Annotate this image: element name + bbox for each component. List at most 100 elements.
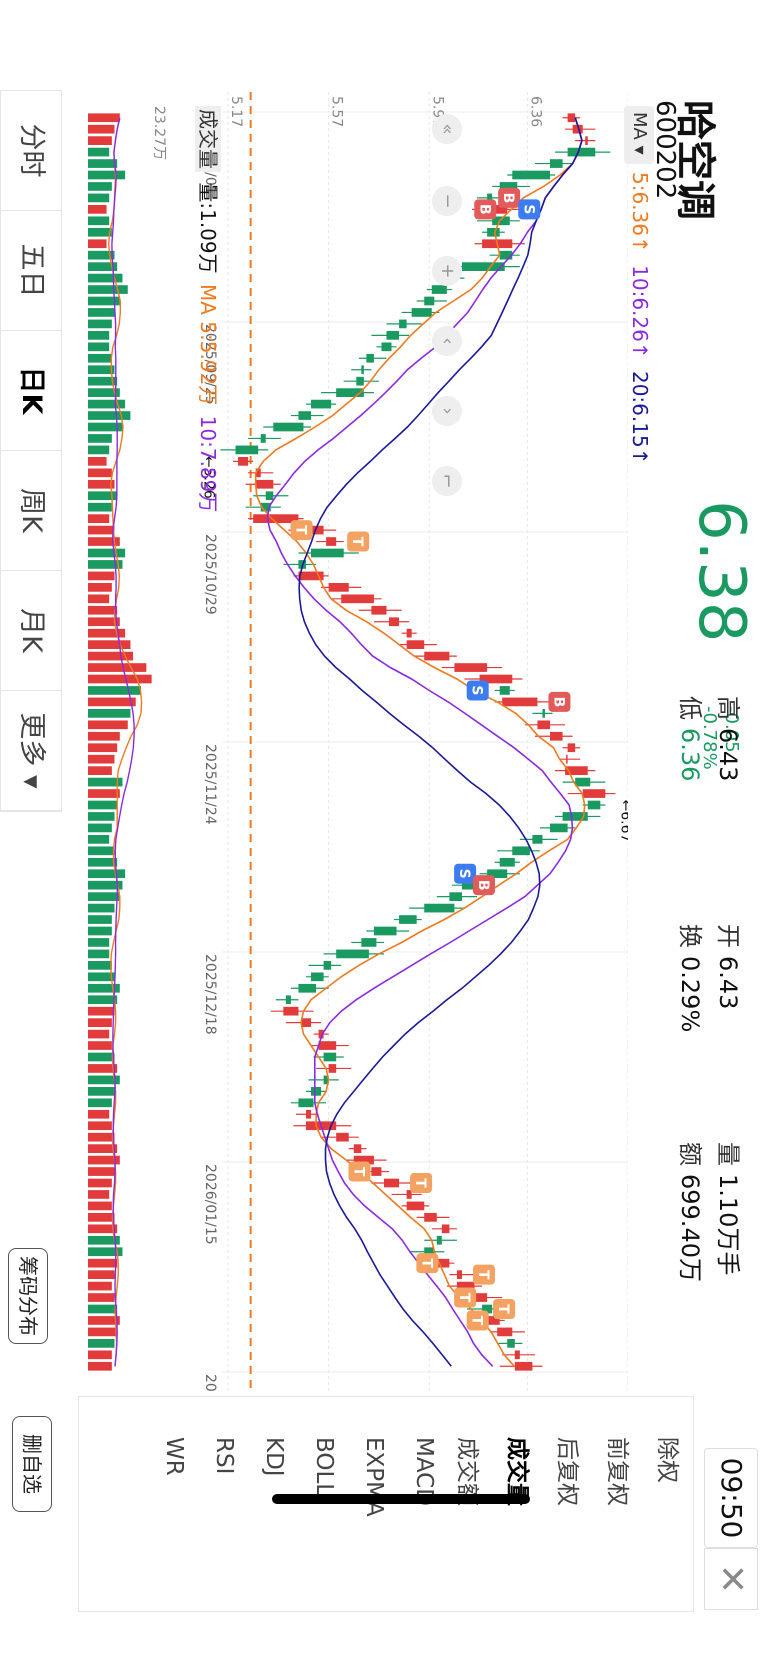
volume-bar [88,766,112,775]
menu-item-5[interactable]: MACD [411,1437,437,1506]
candle-body [454,663,488,672]
y-tick-label: 5.57 [329,96,345,127]
menu-item-4[interactable]: 成交额 [454,1437,480,1506]
volume-bar [88,250,115,260]
volume-bar [88,823,112,833]
volume-bar [88,1098,112,1108]
candle-body [406,640,425,649]
delete-watchlist-button[interactable]: 删自选 [12,1416,52,1512]
period-tabs: 分时 五日 日K 周K 月K 更多 ▾ [0,90,62,812]
volume-bar [88,846,115,856]
volume-ma10: 10:7.89万 [196,415,220,513]
y-tick-label: 5.17 [228,96,244,127]
candle-body [431,285,447,294]
stat-volume: 量1.10万手 [714,1142,742,1276]
menu-item-10[interactable]: WR [161,1437,187,1476]
candle-body [499,857,515,867]
volume-bar [88,537,120,546]
volume-bar [88,308,115,317]
volume-bar [88,285,128,294]
candle-body [585,136,588,145]
volume-bar [88,1052,115,1062]
candle-body [371,605,387,615]
candle-body [311,399,332,409]
volume-bar [88,1155,120,1165]
volume-bar [88,113,120,123]
volume-bar [88,560,123,569]
kline-chart[interactable]: 6.766.365.975.575.17 2025/09/012025/09/2… [88,92,628,1392]
menu-item-7[interactable]: BOLL [311,1437,337,1497]
close-button[interactable]: ✕ [704,1548,758,1610]
reset-icon[interactable]: ⌐ [432,466,462,496]
home-indicator [272,1494,530,1504]
chip-distribution-button[interactable]: 筹码分布 [8,1248,48,1344]
candle-body [386,331,400,340]
menu-item-0[interactable]: 除权 [654,1437,680,1483]
volume-bar [88,514,110,523]
volume-bar [88,674,152,684]
x-tick-label: 2025/09/25 [202,324,218,405]
ma-legend: 5:6.36↑ 10:6.26↑ 20:6.15↑ [628,172,652,464]
trade-mark-label: B [475,880,491,891]
candle-body [497,1327,513,1337]
volume-bar [88,1270,115,1279]
trade-mark-label: B [500,193,516,204]
volume-bar [88,331,110,340]
volume-bar [88,1075,120,1085]
candle-body [260,434,266,443]
volume-bar [88,983,120,993]
vol-ma10-line [111,117,135,1367]
trade-mark-label: S [520,204,536,214]
candle-body [532,835,543,844]
trade-mark-badge [548,691,571,712]
menu-item-8[interactable]: KDJ [261,1437,287,1477]
tab-1[interactable]: 五日 [1,211,61,331]
trade-mark-badge [466,680,489,701]
trade-mark-badge [498,187,521,208]
trade-mark-label: T [293,525,309,535]
volume-value: 量:1.09万 [196,182,220,274]
stock-code: 600202 [650,100,680,200]
trade-mark-label: T [349,537,365,547]
stat-low: 低6.36 [676,696,704,782]
volume-bar [88,216,110,226]
menu-item-1[interactable]: 前复权 [604,1437,630,1506]
zoom-in-icon[interactable]: + [432,256,462,286]
candle-body [283,1006,299,1016]
volume-bar [88,972,115,982]
volume-bar [88,640,131,649]
tab-4[interactable]: 月K [1,571,61,691]
menu-item-6[interactable]: EXPMA [361,1437,387,1517]
menu-item-9[interactable]: RSI [211,1437,237,1475]
collapse-left-icon[interactable]: « [432,114,462,144]
candle-body [311,1087,322,1096]
trade-mark-badge [290,520,313,541]
candle-body [235,445,259,455]
zoom-out-icon[interactable]: − [432,186,462,216]
tab-0[interactable]: 分时 [1,91,61,211]
volume-bar [88,892,120,901]
candle-body [323,961,332,970]
trade-mark-badge [454,1287,477,1308]
tab-3[interactable]: 周K [1,451,61,571]
candle-body [336,949,369,959]
volume-bar [88,835,110,844]
candle-body [550,823,568,833]
menu-item-2[interactable]: 后复权 [554,1437,580,1506]
current-price: 6.38 [684,500,758,643]
x-tick-label: 2025/10/29 [202,534,218,615]
tab-5[interactable]: 更多 ▾ [1,691,61,811]
volume-bar [88,1224,118,1234]
menu-item-3[interactable]: 成交量 [504,1437,530,1506]
scroll-right-icon[interactable]: › [432,396,462,426]
volume-bar [88,1121,112,1131]
volume-bar [88,457,107,466]
ma10-line [266,117,583,1367]
candle-body [298,1098,314,1108]
ma-selector-button[interactable]: MA ▾ [624,106,654,164]
scroll-left-icon[interactable]: ‹ [432,326,462,356]
stat-turnover: 换0.29% [676,924,704,1033]
candle-body [323,1052,337,1062]
tab-2[interactable]: 日K [1,331,61,451]
trade-mark-label: T [495,1304,511,1314]
